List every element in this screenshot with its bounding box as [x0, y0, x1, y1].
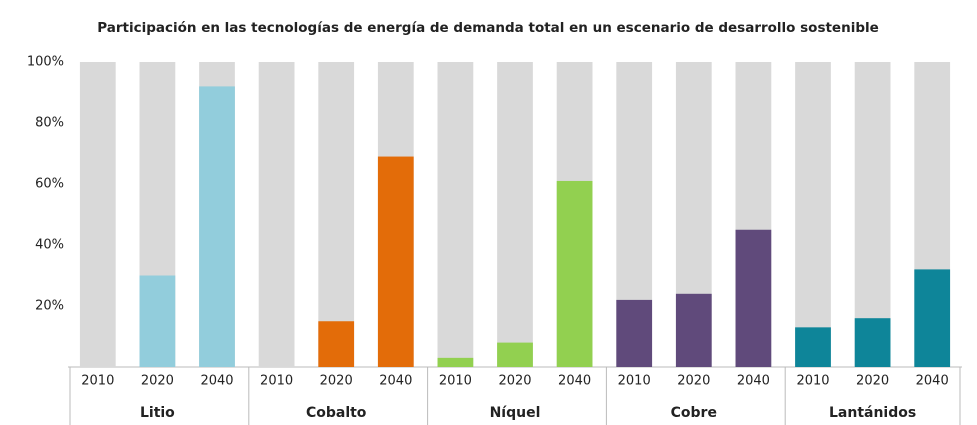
bar	[437, 357, 474, 367]
x-tick-label: 2040	[737, 374, 770, 389]
x-tick-label: 2040	[200, 374, 233, 389]
x-tick-label: 2010	[439, 374, 472, 389]
bar	[318, 321, 355, 367]
y-tick-label: 100%	[27, 55, 64, 70]
group-label: Cobalto	[306, 405, 367, 421]
x-tick-label: 2010	[618, 374, 651, 389]
bar	[854, 318, 891, 367]
x-tick-label: 2010	[796, 374, 829, 389]
bar-track	[437, 62, 474, 367]
group-label: Cobre	[671, 405, 717, 421]
bar-track	[79, 62, 116, 367]
x-tick-label: 2040	[558, 374, 591, 389]
x-tick-label: 2040	[379, 374, 412, 389]
group-label: Litio	[140, 405, 175, 421]
x-tick-label: 2010	[81, 374, 114, 389]
bar-track	[854, 62, 891, 367]
x-tick-label: 2020	[141, 374, 174, 389]
x-tick-label: 2020	[498, 374, 531, 389]
bar	[377, 156, 414, 367]
y-tick-label: 80%	[35, 116, 64, 131]
bar	[735, 229, 772, 367]
bar-track	[497, 62, 533, 367]
x-tick-label: 2040	[916, 374, 949, 389]
bar	[497, 342, 533, 367]
y-tick-label: 60%	[35, 177, 64, 192]
group-label: Lantánidos	[829, 405, 916, 421]
bar	[139, 275, 176, 367]
bar	[795, 327, 831, 367]
y-tick-label: 20%	[35, 299, 64, 314]
bar	[914, 269, 951, 367]
group-label: Níquel	[490, 405, 541, 421]
bar	[616, 299, 653, 367]
x-tick-label: 2020	[677, 374, 710, 389]
bar	[199, 86, 235, 368]
chart-title: Participación en las tecnologías de ener…	[97, 20, 879, 36]
bar	[675, 293, 712, 367]
x-tick-label: 2020	[856, 374, 889, 389]
bar-track	[318, 62, 355, 367]
bar	[556, 180, 593, 367]
x-tick-label: 2010	[260, 374, 293, 389]
bar-track	[795, 62, 831, 367]
bar-track	[258, 62, 295, 367]
x-tick-label: 2020	[320, 374, 353, 389]
y-tick-label: 40%	[35, 238, 64, 253]
